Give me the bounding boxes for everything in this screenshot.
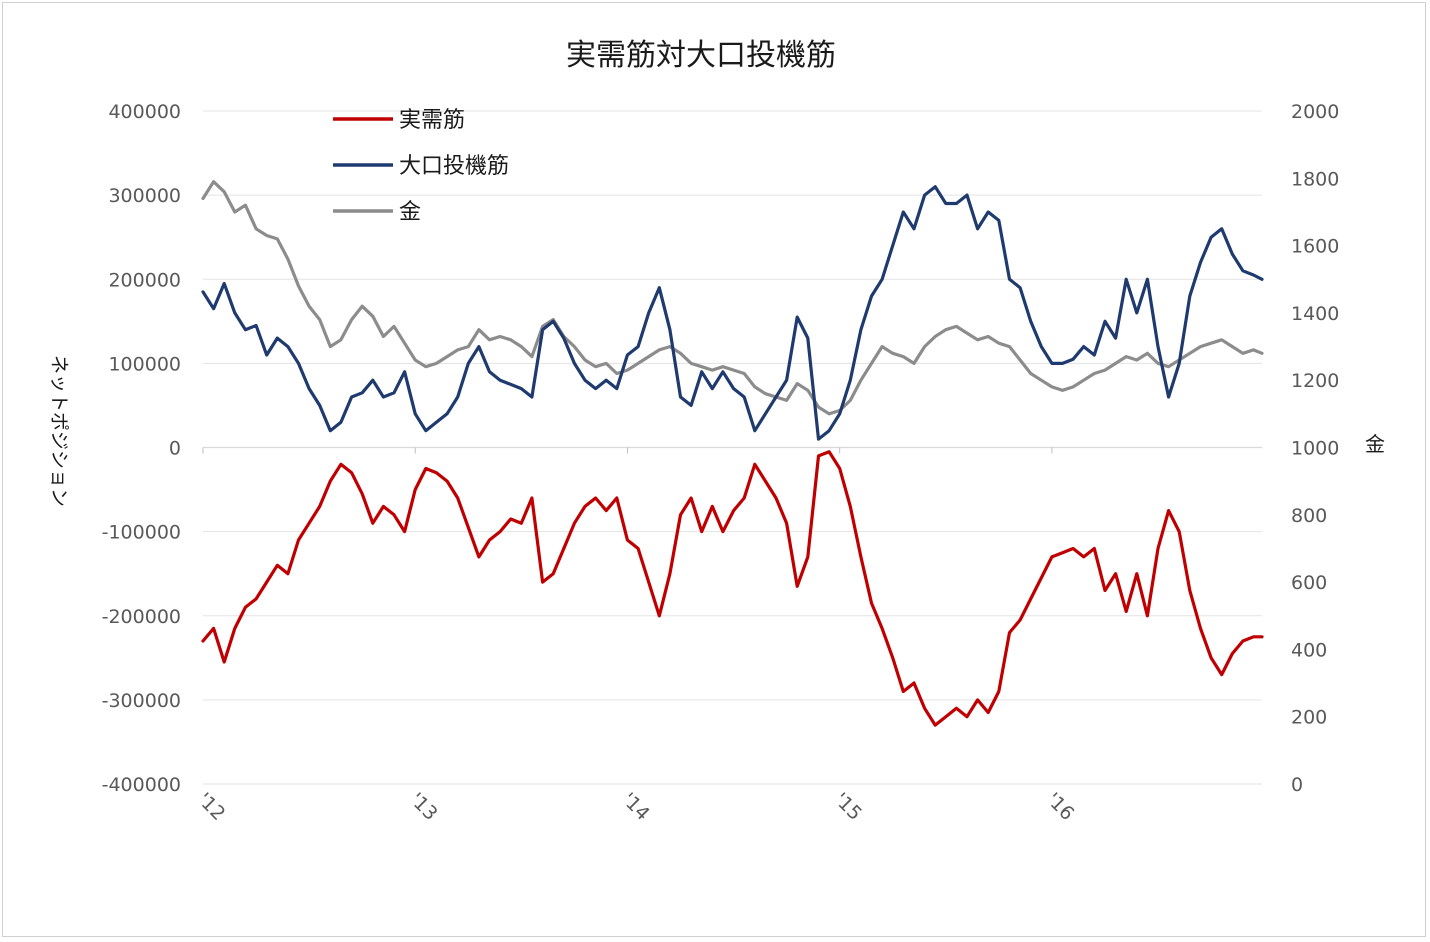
y-left-axis-label: ネットポジション — [48, 355, 70, 507]
gold-line — [201, 180, 1264, 416]
legend-label: 実需筋 — [399, 108, 465, 133]
y-right-tick-label: 1000 — [1291, 438, 1339, 460]
gridlines — [203, 110, 1262, 785]
y-right-tick-label: 1800 — [1291, 168, 1339, 190]
legend-label: 金 — [399, 200, 421, 225]
y-left-tick-label: 200000 — [108, 269, 181, 291]
y-right-tick-label: 2000 — [1291, 101, 1339, 123]
x-tick-label: '14 — [618, 789, 654, 825]
y-left-tick-label: -300000 — [102, 690, 181, 712]
commercial-line — [201, 450, 1264, 727]
x-tick-label: '13 — [405, 789, 441, 825]
x-tick-label: '16 — [1042, 789, 1078, 825]
y-right-tick-label: 0 — [1291, 774, 1303, 796]
x-tick-label: '15 — [830, 789, 866, 825]
y-right-tick-label: 600 — [1291, 572, 1327, 594]
y-right-tick-label: 1600 — [1291, 236, 1339, 258]
y-right-tick-label: 800 — [1291, 505, 1327, 527]
x-tick-label: '12 — [193, 789, 229, 825]
y-right-tick-label: 400 — [1291, 639, 1327, 661]
y-left-tick-label: -100000 — [102, 522, 181, 544]
y-left-tick-label: 100000 — [108, 353, 181, 375]
axes: 400000 300000 200000 100000 0 -100000 -200000 -… — [102, 101, 1340, 825]
y-right-tick-label: 200 — [1291, 707, 1327, 729]
y-right-tick-label: 1200 — [1291, 370, 1339, 392]
speculator-line — [201, 185, 1264, 441]
y-right-axis-label: 金 — [1365, 432, 1385, 456]
y-left-tick-label: 0 — [169, 438, 181, 460]
y-left-tick-label: -200000 — [102, 606, 181, 628]
y-left-tick-label: -400000 — [102, 774, 181, 796]
y-right-tick-label: 1400 — [1291, 303, 1339, 325]
series-lines — [201, 180, 1264, 727]
legend-label: 大口投機筋 — [399, 154, 509, 179]
chart-title: 実需筋対大口投機筋 — [566, 38, 836, 73]
y-left-tick-label: 400000 — [108, 101, 181, 123]
chart: 実需筋対大口投機筋 400000 300000 200000 100000 0 -1000… — [48, 38, 1385, 825]
y-left-tick-label: 300000 — [108, 185, 181, 207]
